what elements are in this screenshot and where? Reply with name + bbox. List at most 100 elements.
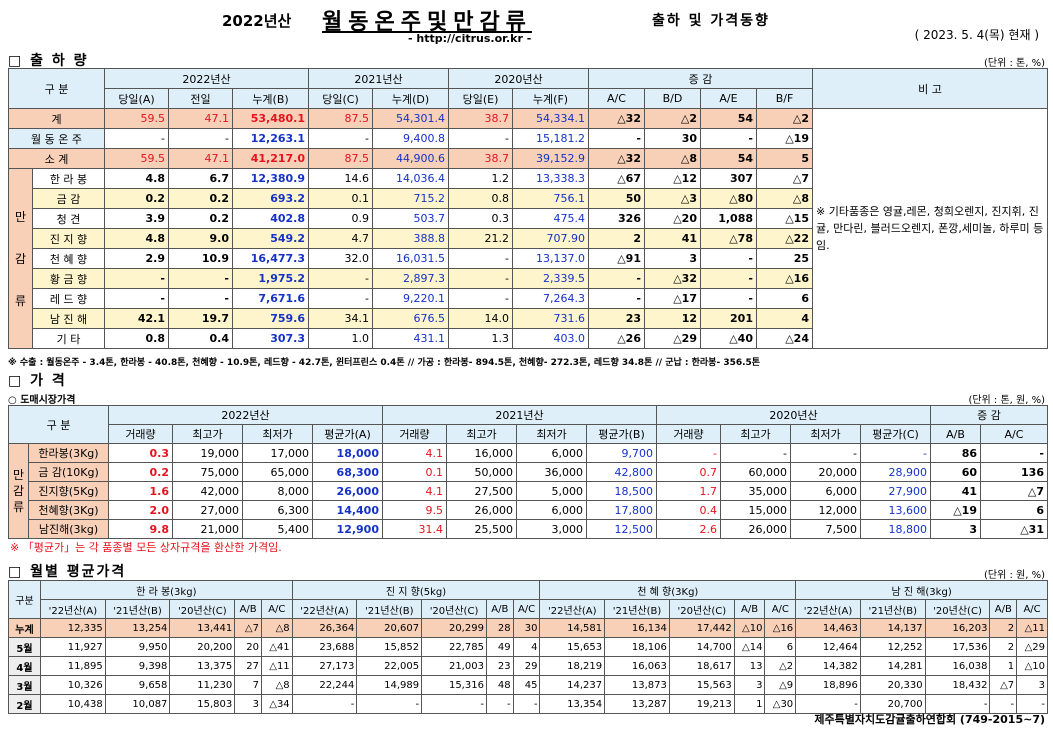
row-label: 3월 bbox=[8, 675, 41, 695]
table-cell: - bbox=[795, 694, 861, 714]
table-cell: △20 bbox=[644, 208, 701, 229]
table-cell: 25 bbox=[756, 248, 813, 269]
table-cell: 18,500 bbox=[586, 481, 657, 501]
row-label: 천혜향(3Kg) bbox=[28, 500, 109, 520]
table-cell: 19,000 bbox=[172, 443, 243, 463]
table-cell: 4.1 bbox=[382, 443, 447, 463]
table-cell: - bbox=[700, 128, 757, 149]
table-cell: 16,134 bbox=[604, 618, 670, 638]
table-cell: 715.2 bbox=[372, 188, 449, 209]
table-cell: 9,220.1 bbox=[372, 288, 449, 309]
table-cell: 22,244 bbox=[291, 675, 358, 695]
table-row: 금 감 0.2 0.2 693.2 0.1 715.2 0.8 756.1 50 △3 △80 △8 bbox=[9, 188, 1048, 209]
table-cell: 1.6 bbox=[108, 481, 173, 501]
table-cell: 17,442 bbox=[668, 618, 735, 638]
table-cell: 2 bbox=[989, 637, 1018, 657]
table-cell: 13,375 bbox=[169, 656, 236, 676]
sub-header: A/B bbox=[485, 599, 514, 619]
table-cell: - bbox=[308, 128, 373, 149]
table-cell: 38.7 bbox=[448, 148, 513, 169]
table-cell: 27 bbox=[234, 656, 262, 676]
table-cell: 2.0 bbox=[108, 500, 173, 520]
table-cell: △32 bbox=[588, 108, 645, 129]
table-cell: 17,000 bbox=[242, 443, 313, 463]
table-cell: 4 bbox=[756, 308, 813, 329]
sub-header: '20년산(C) bbox=[668, 599, 735, 619]
table-row: 월 동 온 주 - -12,263.1-9,400.8-15,181.2-30- △1… bbox=[8, 128, 1048, 149]
sub-header: A/C bbox=[1016, 599, 1048, 619]
row-label: 진 지 향 bbox=[32, 228, 105, 249]
sub-header: 거래량 bbox=[382, 424, 447, 444]
shipment-table: 구 분 2022년산 2021년산 2020년산 증 감 비 고 당일(A) 전일… bbox=[8, 68, 1048, 349]
table-cell: 21,000 bbox=[172, 519, 243, 539]
table-cell: 44,900.6 bbox=[372, 148, 449, 169]
sub-header: A/B bbox=[989, 599, 1018, 619]
table-cell: 54,301.4 bbox=[372, 108, 449, 129]
table-cell: 65,000 bbox=[242, 462, 313, 482]
table-cell: 15,181.2 bbox=[512, 128, 589, 149]
table-cell: 45 bbox=[512, 675, 541, 695]
table-cell: △10 bbox=[733, 618, 766, 638]
sub-header: 누계(B) bbox=[232, 88, 309, 109]
table-cell: 2 bbox=[588, 228, 645, 249]
row-label: 4월 bbox=[8, 656, 41, 676]
report-date: ( 2023. 5. 4(목) 현재 ) bbox=[914, 28, 1039, 42]
table-cell: 59.5 bbox=[104, 108, 169, 129]
table-cell: 10,087 bbox=[104, 694, 171, 714]
table-cell: △32 bbox=[644, 268, 701, 289]
sub-header: '21년산(B) bbox=[859, 599, 926, 619]
table-cell: 12,900 bbox=[312, 519, 383, 539]
table-cell: - bbox=[790, 443, 861, 463]
p-h-2020: 2020년산 bbox=[656, 405, 931, 425]
table-cell: 18,432 bbox=[924, 675, 991, 695]
sub-header: B/D bbox=[644, 88, 701, 109]
site-url[interactable]: - http://citrus.or.kr - bbox=[408, 32, 532, 45]
table-cell: 9,950 bbox=[104, 637, 171, 657]
table-cell: 3 bbox=[733, 675, 766, 695]
table-row: 4월 11,895 9,398 13,375 27 △11 27,173 22,005 21,0… bbox=[8, 656, 1048, 676]
sub-header: 누계(D) bbox=[372, 88, 449, 109]
table-cell: △2 bbox=[756, 108, 813, 129]
table-cell: 1,975.2 bbox=[232, 268, 309, 289]
table-cell: - bbox=[989, 694, 1018, 714]
table-cell: 7,671.6 bbox=[232, 288, 309, 309]
table-cell: 136 bbox=[980, 462, 1048, 482]
table-cell: △16 bbox=[756, 268, 813, 289]
table-cell: 29 bbox=[512, 656, 541, 676]
sub-header: '22년산(A) bbox=[40, 599, 106, 619]
table-cell: 14.6 bbox=[308, 168, 373, 189]
sub-header: '20년산(C) bbox=[421, 599, 487, 619]
table-cell: 14,463 bbox=[795, 618, 861, 638]
table-cell: 11,895 bbox=[40, 656, 106, 676]
table-cell: 10,438 bbox=[40, 694, 106, 714]
m-h-gubun: 구분 bbox=[8, 580, 41, 619]
table-cell: 27,173 bbox=[291, 656, 358, 676]
table-cell: 14,281 bbox=[859, 656, 926, 676]
shipment-unit: (단위 : 톤, %) bbox=[984, 58, 1045, 69]
sub-header: 최고가 bbox=[720, 424, 791, 444]
p-h-change: 증 감 bbox=[930, 405, 1048, 425]
table-cell: 14,137 bbox=[859, 618, 926, 638]
table-cell: 42.1 bbox=[104, 308, 169, 329]
table-cell: 41 bbox=[644, 228, 701, 249]
table-cell: 13,137.0 bbox=[512, 248, 589, 269]
p-h-2022: 2022년산 bbox=[108, 405, 383, 425]
table-cell: △30 bbox=[764, 694, 797, 714]
sub-header: B/F bbox=[756, 88, 813, 109]
table-cell: 2,339.5 bbox=[512, 268, 589, 289]
h-note: 비 고 bbox=[812, 68, 1048, 109]
sub-header: '21년산(B) bbox=[604, 599, 670, 619]
table-cell: △2 bbox=[764, 656, 797, 676]
table-cell: 14,581 bbox=[539, 618, 606, 638]
table-cell: 20,607 bbox=[356, 618, 423, 638]
table-cell: 6,000 bbox=[516, 443, 587, 463]
table-row: 남 진 해 42.1 19.7 759.6 34.1 676.5 14.0 731.6 23 12… bbox=[9, 308, 1048, 329]
table-cell: △34 bbox=[260, 694, 293, 714]
table-cell: 1.3 bbox=[448, 328, 513, 349]
table-cell: 8,000 bbox=[242, 481, 313, 501]
table-cell: 27,000 bbox=[172, 500, 243, 520]
table-cell: △7 bbox=[980, 481, 1048, 501]
table-cell: 13,354 bbox=[539, 694, 606, 714]
